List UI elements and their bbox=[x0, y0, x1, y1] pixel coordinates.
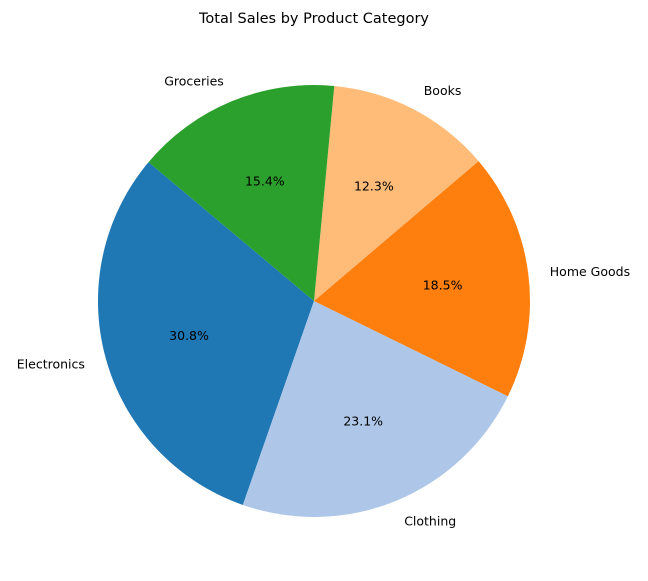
pct-label-groceries: 15.4% bbox=[245, 174, 285, 189]
slice-label-home-goods: Home Goods bbox=[550, 264, 630, 279]
pie-slice-home-goods bbox=[314, 161, 530, 397]
slice-label-clothing: Clothing bbox=[404, 513, 456, 528]
pct-label-home-goods: 18.5% bbox=[423, 277, 463, 292]
pie-slices bbox=[97, 85, 530, 517]
pct-label-books: 12.3% bbox=[354, 179, 394, 194]
pie-slice-electronics bbox=[97, 162, 314, 505]
slice-label-books: Books bbox=[424, 83, 462, 98]
pct-label-electronics: 30.8% bbox=[169, 328, 209, 343]
chart-title: Total Sales by Product Category bbox=[198, 11, 429, 27]
pie-slice-books bbox=[314, 85, 479, 302]
slice-label-groceries: Groceries bbox=[164, 74, 224, 89]
pie-slice-groceries bbox=[148, 85, 335, 301]
pct-label-clothing: 23.1% bbox=[343, 413, 383, 428]
pie-slice-clothing bbox=[242, 301, 508, 517]
slice-label-electronics: Electronics bbox=[17, 357, 85, 372]
pie-labels: 30.8% Electronics 23.1% Clothing 18.5% Home G… bbox=[17, 74, 630, 529]
